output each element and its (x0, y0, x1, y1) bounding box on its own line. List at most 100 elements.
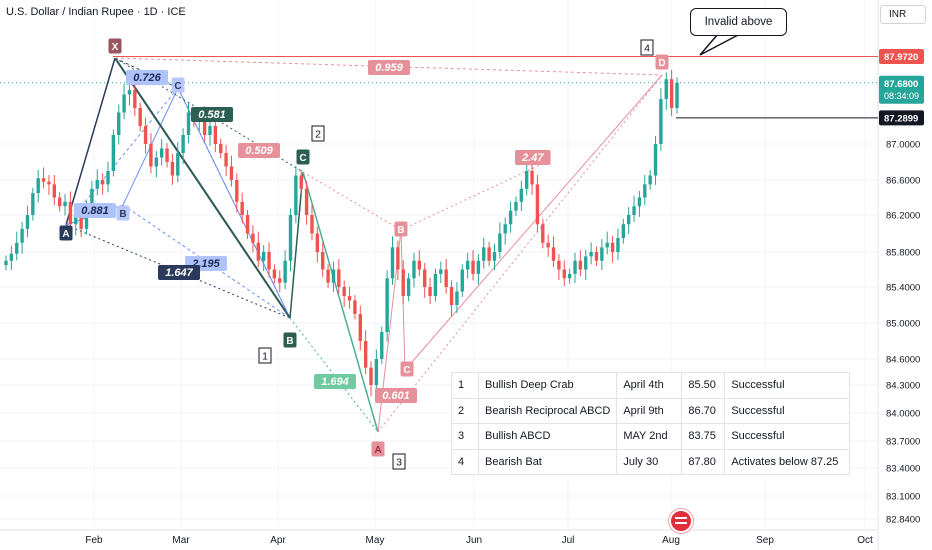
y-tick-label: 83.7000 (886, 437, 920, 448)
results-row: 3 Bullish ABCD MAY 2nd 83.75 Successful (451, 423, 851, 450)
candle-body (95, 180, 99, 189)
pattern-point-a-label: A (371, 441, 385, 457)
candle-body (390, 247, 395, 279)
y-tick-label: 85.0000 (886, 319, 920, 330)
x-tick-label: Sep (756, 535, 774, 546)
candle-body (251, 233, 255, 243)
candle-body (535, 184, 540, 225)
pattern-4-ratio-line (377, 74, 663, 433)
candle-body (433, 273, 438, 296)
candle-body (637, 197, 642, 207)
candle-body (439, 269, 443, 274)
candle-body (283, 260, 287, 283)
pattern-4-ratio-line (302, 171, 402, 231)
candle-body (261, 252, 266, 261)
ratio-label: 2.47 (515, 150, 551, 165)
candle-body (610, 242, 615, 252)
candle-body (15, 242, 19, 254)
svg-text:A: A (62, 229, 69, 240)
results-cell-price: 83.75 (681, 423, 726, 450)
candle-body (224, 153, 228, 167)
y-tick-label: 83.1000 (886, 492, 920, 503)
svg-text:D: D (658, 58, 665, 69)
candle-body (321, 252, 325, 270)
pattern-point-b-label: B (116, 205, 130, 221)
candle-body (57, 197, 62, 207)
pattern-point-d-label: D (655, 54, 669, 70)
results-cell-date: July 30 (616, 448, 683, 475)
svg-text:1.647: 1.647 (165, 267, 193, 279)
svg-text:0.959: 0.959 (375, 62, 403, 74)
x-tick-label: Aug (662, 535, 680, 546)
results-cell-price: 85.50 (681, 372, 726, 399)
candle-body (482, 247, 486, 261)
candle-body (41, 178, 46, 182)
candle-body (170, 162, 175, 176)
candle-body (159, 148, 164, 158)
candle-body (567, 273, 572, 279)
candle-body (444, 269, 448, 287)
candle-body (20, 228, 24, 243)
candle-body (229, 166, 234, 180)
candle-body (675, 82, 679, 108)
y-tick-label: 87.0000 (886, 140, 920, 151)
svg-text:1: 1 (262, 351, 268, 363)
candle-body (616, 238, 620, 252)
candle-body (143, 126, 148, 144)
candle-body (363, 341, 368, 368)
candle-body (460, 269, 464, 292)
candle-body (492, 252, 497, 261)
candle-body (530, 171, 534, 185)
candle-body (401, 269, 405, 296)
results-cell-price: 86.70 (681, 397, 726, 424)
y-tick-label: 84.3000 (886, 381, 920, 392)
candle-body (122, 94, 126, 113)
svg-text:0.509: 0.509 (245, 145, 273, 157)
candle-body (600, 247, 604, 261)
candle-body (31, 193, 35, 215)
currency-button[interactable]: INR (880, 5, 926, 24)
ratio-label: 0.959 (368, 60, 410, 75)
pattern-3-leg (114, 57, 291, 319)
x-tick-label: Oct (857, 535, 873, 546)
candle-body (52, 184, 57, 198)
candle-body (176, 153, 180, 176)
candle-body (288, 215, 293, 261)
candle-body (503, 224, 507, 234)
pattern-3-ratio-line (289, 317, 379, 433)
economic-events-icon[interactable] (669, 509, 693, 533)
candle-body (4, 260, 8, 266)
pattern-number-2-box: 2 (311, 125, 325, 142)
svg-text:4: 4 (644, 43, 650, 55)
x-tick-label: Apr (270, 535, 286, 546)
ratio-label: 0.726 (126, 70, 168, 85)
candle-body (551, 247, 556, 261)
results-row: 2 Bearish Reciprocal ABCD April 9th 86.70 Su… (451, 397, 851, 424)
candle-body (74, 215, 78, 225)
candle-body (653, 144, 658, 176)
results-cell-date: April 4th (616, 372, 683, 399)
pattern-number-1-box: 1 (258, 347, 272, 364)
svg-text:08:34:09: 08:34:09 (884, 91, 919, 101)
pattern-2-ratio-line (122, 204, 291, 319)
svg-text:C: C (403, 365, 410, 376)
candle-body (557, 260, 561, 270)
candle-body (417, 260, 422, 270)
svg-text:2.47: 2.47 (521, 152, 544, 164)
results-cell-price: 87.80 (681, 448, 726, 475)
candle-body (213, 126, 218, 144)
svg-text:87.2899: 87.2899 (884, 113, 918, 124)
candle-body (669, 79, 674, 108)
pattern-point-b-label: B (283, 332, 297, 348)
pattern-1-xa-leg (65, 57, 116, 226)
pattern-point-c-label: C (400, 361, 414, 377)
candle-body (68, 201, 73, 225)
candle-body (358, 314, 362, 341)
svg-text:3: 3 (396, 457, 402, 469)
svg-text:C: C (299, 153, 306, 164)
pattern-point-b-label: B (394, 221, 408, 237)
svg-text:X: X (112, 42, 119, 53)
svg-text:1.694: 1.694 (321, 376, 349, 388)
candle-body (519, 188, 524, 202)
